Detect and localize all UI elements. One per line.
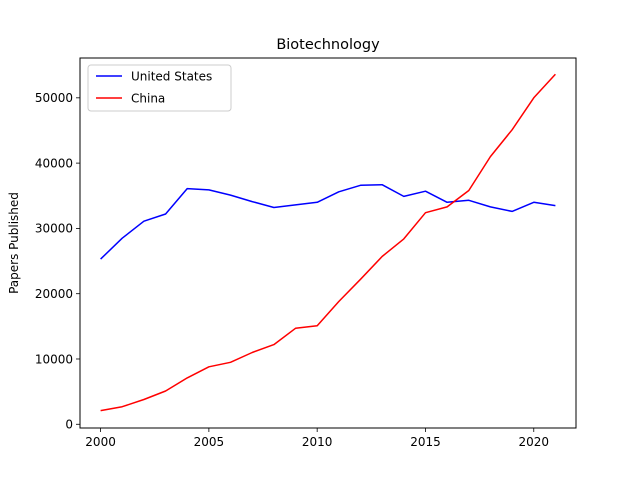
x-tick-label: 2010 bbox=[302, 435, 333, 449]
y-axis-label: Papers Published bbox=[7, 192, 21, 294]
y-tick-label: 50000 bbox=[35, 91, 73, 105]
series-lines bbox=[100, 73, 556, 412]
legend: United States China bbox=[87, 64, 232, 112]
legend-label-1: China bbox=[131, 92, 165, 106]
plot-frame bbox=[79, 57, 577, 429]
x-tick-label: 2015 bbox=[410, 435, 441, 449]
x-tick-label: 2000 bbox=[85, 435, 116, 449]
y-tick-label: 0 bbox=[65, 418, 73, 432]
x-axis-ticks: 2000 2005 2010 2015 2020 bbox=[85, 428, 549, 449]
y-axis-ticks: 0 10000 20000 30000 40000 50000 bbox=[35, 91, 80, 432]
y-tick-label: 40000 bbox=[35, 156, 73, 170]
y-tick-label: 10000 bbox=[35, 352, 73, 366]
x-tick-label: 2005 bbox=[194, 435, 225, 449]
y-tick-label: 20000 bbox=[35, 287, 73, 301]
series-line-1 bbox=[100, 73, 556, 412]
legend-label-0: United States bbox=[131, 70, 212, 84]
series-line-0 bbox=[100, 183, 556, 260]
legend-box bbox=[87, 64, 232, 112]
y-tick-label: 30000 bbox=[35, 222, 73, 236]
chart-title: Biotechnology bbox=[276, 37, 380, 53]
x-tick-label: 2020 bbox=[518, 435, 549, 449]
